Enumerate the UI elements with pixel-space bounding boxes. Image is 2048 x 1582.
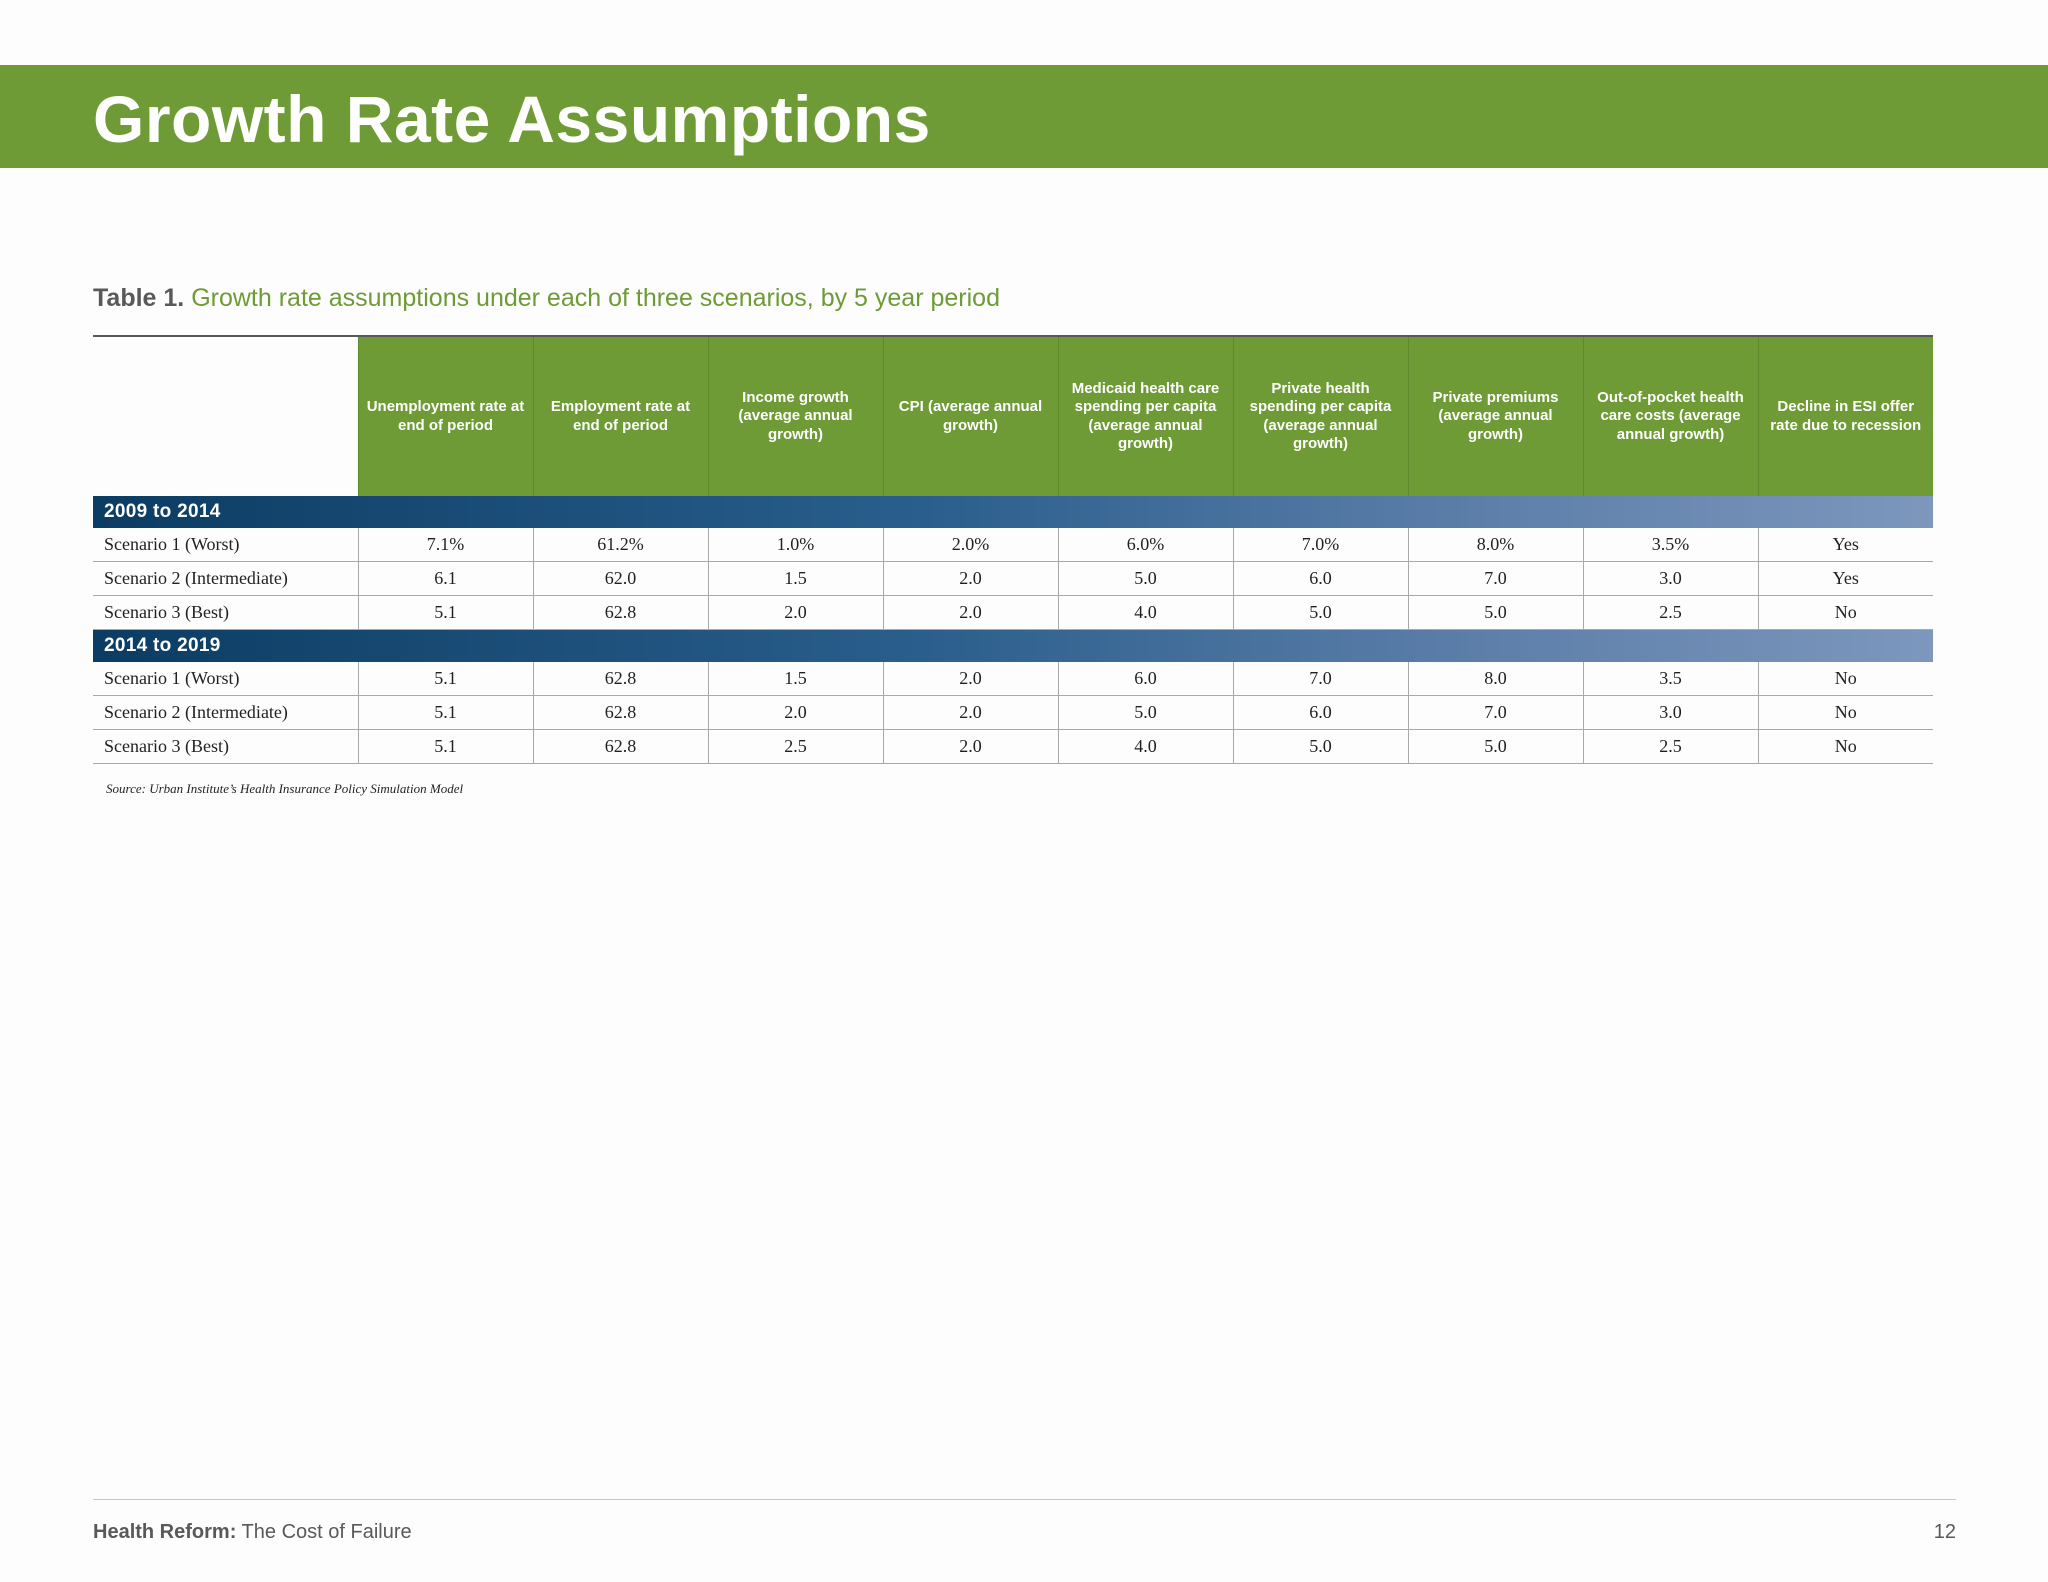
table-source-note: Source: Urban Institute’s Health Insuran… xyxy=(106,781,464,796)
scenario-label: Scenario 1 (Worst) xyxy=(93,662,358,696)
footer-title-bold: Health Reform: xyxy=(93,1521,237,1543)
table-cell: 5.1 xyxy=(357,595,533,630)
table-cell: 2.5 xyxy=(1582,595,1758,630)
column-header-employment-rate: Employment rate at end of period xyxy=(532,336,708,496)
table-cell: 6.0 xyxy=(1057,662,1233,696)
title-band xyxy=(0,65,2048,168)
table-cell: 62.8 xyxy=(532,695,708,730)
period-label: 2014 to 2019 xyxy=(93,629,1933,662)
table-cell: 6.0 xyxy=(1232,695,1408,730)
table-row: Scenario 1 (Worst) 7.1% 61.2% 1.0% 2.0% … xyxy=(93,528,1933,562)
table-cell: 6.1 xyxy=(357,561,533,596)
table-cell: No xyxy=(1757,595,1933,630)
page-title: Growth Rate Assumptions xyxy=(93,82,931,156)
table-cell: 2.0 xyxy=(707,595,883,630)
table-cell: 5.1 xyxy=(357,695,533,730)
table-cell: 5.0 xyxy=(1407,729,1583,764)
table-cell: 6.0% xyxy=(1057,528,1233,562)
table-cell: 5.0 xyxy=(1057,695,1233,730)
table-cell: 62.0 xyxy=(532,561,708,596)
table-cell: 5.1 xyxy=(357,729,533,764)
table-cell: 5.0 xyxy=(1057,561,1233,596)
table-cell: 1.5 xyxy=(707,561,883,596)
table-cell: 62.8 xyxy=(532,595,708,630)
table-cell: 6.0 xyxy=(1232,561,1408,596)
footer-divider xyxy=(93,1499,1956,1500)
table-cell: 4.0 xyxy=(1057,595,1233,630)
table-row: Scenario 3 (Best) 5.1 62.8 2.0 2.0 4.0 5… xyxy=(93,595,1933,630)
scenario-label: Scenario 3 (Best) xyxy=(93,595,358,630)
column-header-esi-offer-decline: Decline in ESI offer rate due to recessi… xyxy=(1757,336,1933,496)
column-header-private-premiums: Private premiums (average annual growth) xyxy=(1407,336,1583,496)
table-caption-label: Table 1. xyxy=(93,284,185,312)
table-cell: No xyxy=(1757,662,1933,696)
period-row: 2009 to 2014 xyxy=(93,496,1933,528)
table-cell: 7.0 xyxy=(1232,662,1408,696)
table-cell: 5.1 xyxy=(357,662,533,696)
period-row: 2014 to 2019 xyxy=(93,629,1933,662)
period-label: 2009 to 2014 xyxy=(93,496,1933,528)
scenario-label: Scenario 1 (Worst) xyxy=(93,528,358,562)
table-cell: 2.0 xyxy=(707,695,883,730)
column-header-private-health-spending: Private health spending per capita (aver… xyxy=(1232,336,1408,496)
table-cell: 7.0 xyxy=(1407,695,1583,730)
table-cell: Yes xyxy=(1757,528,1933,562)
table-cell: Yes xyxy=(1757,561,1933,596)
table-cell: 2.0 xyxy=(882,729,1058,764)
scenario-label: Scenario 3 (Best) xyxy=(93,729,358,764)
table-caption: Table 1. Growth rate assumptions under e… xyxy=(93,282,1000,314)
table-cell: 7.0% xyxy=(1232,528,1408,562)
column-header-medicaid-spending: Medicaid health care spending per capita… xyxy=(1057,336,1233,496)
table-cell: 62.8 xyxy=(532,662,708,696)
table-cell: 7.1% xyxy=(357,528,533,562)
page-number: 12 xyxy=(1933,1521,1956,1543)
table-cell: 5.0 xyxy=(1232,595,1408,630)
table-cell: 8.0% xyxy=(1407,528,1583,562)
table-cell: 2.5 xyxy=(707,729,883,764)
table-cell: 5.0 xyxy=(1407,595,1583,630)
table-cell: 3.0 xyxy=(1582,695,1758,730)
table-cell: 2.0 xyxy=(882,662,1058,696)
table-caption-text: Growth rate assumptions under each of th… xyxy=(191,284,1000,312)
column-header-cpi: CPI (average annual growth) xyxy=(882,336,1058,496)
table-header-row: Unemployment rate at end of period Emplo… xyxy=(93,336,1933,496)
table-cell: No xyxy=(1757,695,1933,730)
table-cell: 2.0 xyxy=(882,695,1058,730)
table-row: Scenario 3 (Best) 5.1 62.8 2.5 2.0 4.0 5… xyxy=(93,729,1933,764)
table-cell: 61.2% xyxy=(532,528,708,562)
table-row: Scenario 2 (Intermediate) 5.1 62.8 2.0 2… xyxy=(93,695,1933,730)
table-cell: 3.5 xyxy=(1582,662,1758,696)
table-cell: 62.8 xyxy=(532,729,708,764)
assumptions-table-wrapper: Unemployment rate at end of period Emplo… xyxy=(93,335,1933,764)
table-cell: 4.0 xyxy=(1057,729,1233,764)
table-cell: 2.0 xyxy=(882,595,1058,630)
table-cell: 2.0 xyxy=(882,561,1058,596)
column-header-out-of-pocket-costs: Out-of-pocket health care costs (average… xyxy=(1582,336,1758,496)
scenario-label: Scenario 2 (Intermediate) xyxy=(93,561,358,596)
table-cell: No xyxy=(1757,729,1933,764)
assumptions-table: Unemployment rate at end of period Emplo… xyxy=(93,335,1933,764)
footer-publication-title: Health Reform: The Cost of Failure xyxy=(93,1519,412,1545)
table-cell: 1.5 xyxy=(707,662,883,696)
table-header-corner xyxy=(93,336,358,496)
table-cell: 2.0% xyxy=(882,528,1058,562)
column-header-income-growth: Income growth (average annual growth) xyxy=(707,336,883,496)
table-cell: 7.0 xyxy=(1407,561,1583,596)
table-cell: 2.5 xyxy=(1582,729,1758,764)
table-cell: 3.0 xyxy=(1582,561,1758,596)
table-cell: 1.0% xyxy=(707,528,883,562)
table-row: Scenario 1 (Worst) 5.1 62.8 1.5 2.0 6.0 … xyxy=(93,662,1933,696)
table-row: Scenario 2 (Intermediate) 6.1 62.0 1.5 2… xyxy=(93,561,1933,596)
table-cell: 8.0 xyxy=(1407,662,1583,696)
table-cell: 3.5% xyxy=(1582,528,1758,562)
table-cell: 5.0 xyxy=(1232,729,1408,764)
column-header-unemployment-rate: Unemployment rate at end of period xyxy=(357,336,533,496)
footer-title-rest: The Cost of Failure xyxy=(236,1521,412,1543)
scenario-label: Scenario 2 (Intermediate) xyxy=(93,695,358,730)
